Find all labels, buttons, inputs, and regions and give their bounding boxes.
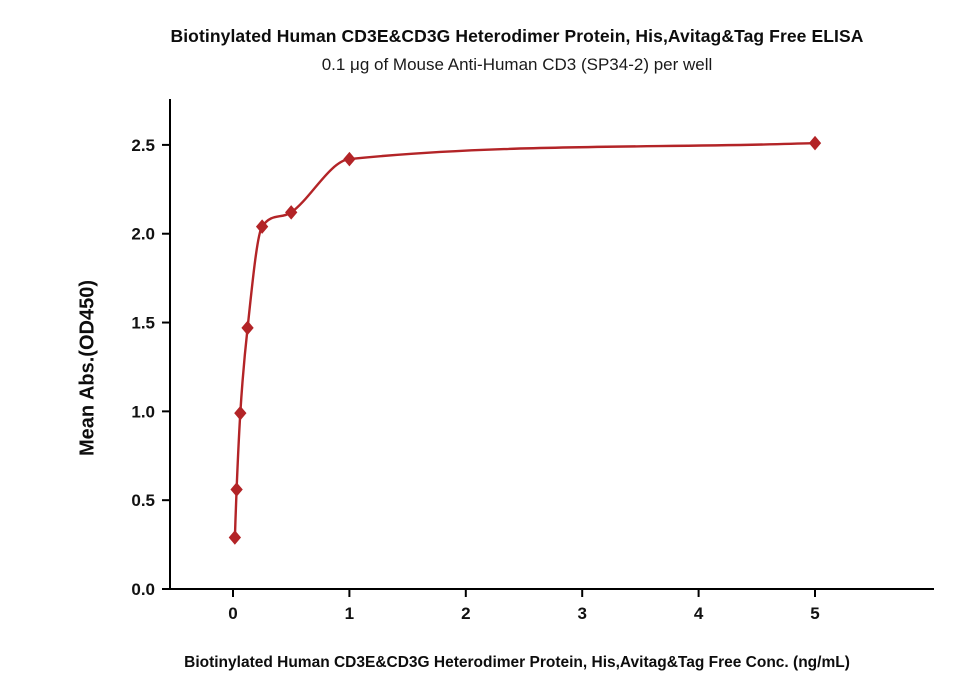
- data-point-diamond: [230, 482, 243, 497]
- chart-title: Biotinylated Human CD3E&CD3G Heterodimer…: [170, 26, 864, 46]
- y-tick-label: 2.5: [131, 136, 155, 155]
- y-tick-label: 1.5: [131, 314, 155, 333]
- data-point-diamond: [228, 530, 242, 545]
- y-axis-label: Mean Abs.(OD450): [76, 280, 99, 456]
- data-point-diamond: [255, 219, 269, 234]
- fit-curve: [233, 141, 816, 538]
- data-point-diamond: [285, 205, 298, 220]
- x-tick-label: 3: [577, 604, 586, 623]
- x-tick-label: 4: [694, 604, 704, 623]
- data-point-diamond: [234, 405, 247, 421]
- x-tick-label: 2: [461, 604, 470, 623]
- x-tick-label: 5: [810, 604, 819, 623]
- y-tick-label: 0.0: [131, 580, 155, 599]
- data-point-diamond: [808, 135, 822, 151]
- chart-subtitle: 0.1 μg of Mouse Anti-Human CD3 (SP34-2) …: [321, 55, 713, 74]
- axis-lines: [169, 99, 934, 590]
- x-axis-label: Biotinylated Human CD3E&CD3G Heterodimer…: [184, 654, 850, 671]
- y-tick-label: 0.5: [131, 491, 155, 510]
- data-point-diamond: [343, 151, 356, 167]
- y-tick-label: 2.0: [131, 225, 155, 244]
- x-tick-label: 0: [228, 604, 237, 623]
- chart-header: Biotinylated Human CD3E&CD3G Heterodimer…: [0, 0, 960, 75]
- data-point-diamond: [241, 320, 254, 336]
- x-tick-label: 1: [345, 604, 354, 623]
- y-tick-label: 1.0: [131, 402, 155, 421]
